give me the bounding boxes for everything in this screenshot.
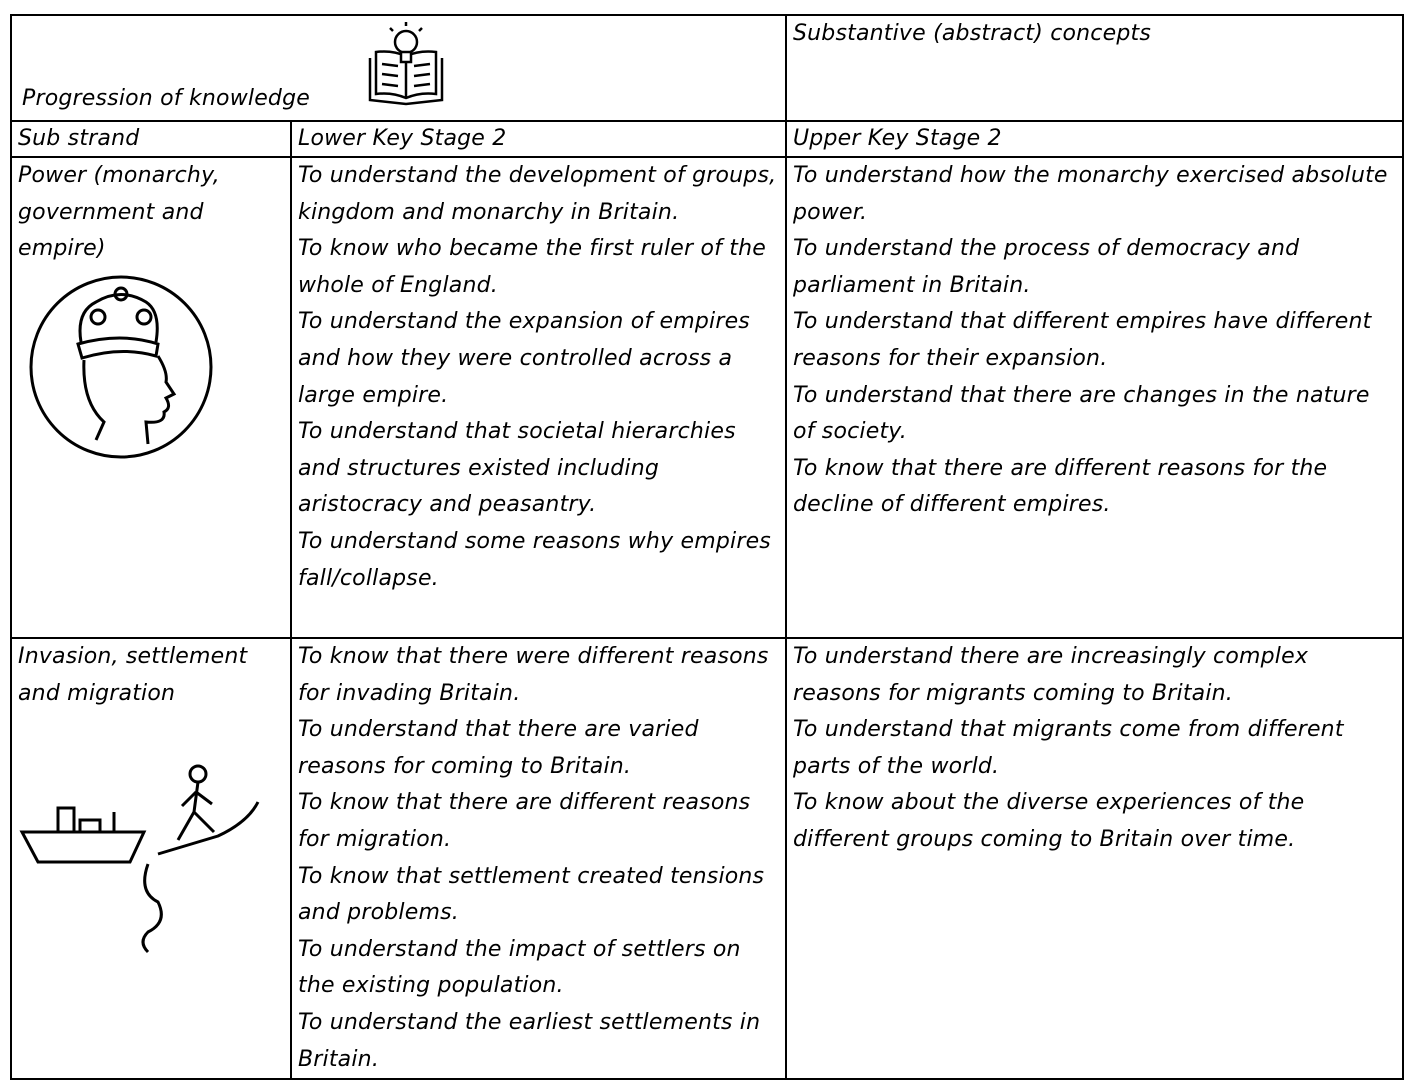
objective: To know that there were different reason… xyxy=(298,644,769,706)
upper-cell: To understand there are increasingly com… xyxy=(785,636,1404,1080)
objective: To understand the process of democracy a… xyxy=(793,236,1300,298)
column-header-row: Sub strand Lower Key Stage 2 Upper Key S… xyxy=(10,120,1404,158)
objective: To understand that different empires hav… xyxy=(793,309,1372,371)
knowledge-table: Progression of knowledge Substantive (ab… xyxy=(10,14,1404,1080)
column-header: Upper Key Stage 2 xyxy=(785,120,1404,158)
objective: To understand there are increasingly com… xyxy=(793,644,1309,706)
table-row: Invasion, settlement and migration To kn… xyxy=(10,636,1404,1080)
lower-cell: To know that there were different reason… xyxy=(290,636,787,1080)
objective: To know about the diverse experiences of… xyxy=(793,790,1305,852)
table-row: Power (monarchy, government and empire) … xyxy=(10,156,1404,639)
objective: To know that there are different reasons… xyxy=(793,455,1328,518)
lower-cell: To understand the development of groups,… xyxy=(290,156,787,639)
concepts-cell: Substantive (abstract) concepts xyxy=(785,14,1404,122)
column-header: Sub strand xyxy=(10,120,292,158)
objective: To understand that there are varied reas… xyxy=(298,717,699,779)
objective: To understand the development of groups,… xyxy=(298,163,777,225)
concepts-heading: Substantive (abstract) concepts xyxy=(793,21,1151,46)
objective: To know that there are different reasons… xyxy=(298,790,751,852)
objective: To understand how the monarchy exercised… xyxy=(793,163,1388,225)
objective: To understand that there are changes in … xyxy=(793,382,1370,445)
title-cell: Progression of knowledge xyxy=(10,14,787,122)
objective: To know who became the first ruler of th… xyxy=(298,236,766,298)
objective: To understand the expansion of empires a… xyxy=(298,309,750,408)
strand-label: Power (monarchy, government and empire) xyxy=(18,163,220,262)
objective: To understand some reasons why empires f… xyxy=(298,528,771,591)
monarch-icon xyxy=(29,275,213,459)
strand-cell: Invasion, settlement and migration xyxy=(10,636,292,1080)
objective: To understand the impact of settlers on … xyxy=(298,936,741,999)
objective: To know that settlement created tensions… xyxy=(298,863,765,926)
strand-cell: Power (monarchy, government and empire) xyxy=(10,156,292,639)
upper-cell: To understand how the monarchy exercised… xyxy=(785,156,1404,639)
column-header: Lower Key Stage 2 xyxy=(290,120,787,158)
objective: To understand the earliest settlements i… xyxy=(298,1009,761,1072)
objective: To understand that migrants come from di… xyxy=(793,717,1344,779)
objective: To understand that societal hierarchies … xyxy=(298,419,736,518)
migration-icon xyxy=(19,764,260,954)
page-title: Progression of knowledge xyxy=(22,86,310,112)
book-bulb-icon xyxy=(368,22,444,106)
header-row: Progression of knowledge Substantive (ab… xyxy=(10,14,1404,122)
strand-label: Invasion, settlement and migration xyxy=(18,644,248,706)
